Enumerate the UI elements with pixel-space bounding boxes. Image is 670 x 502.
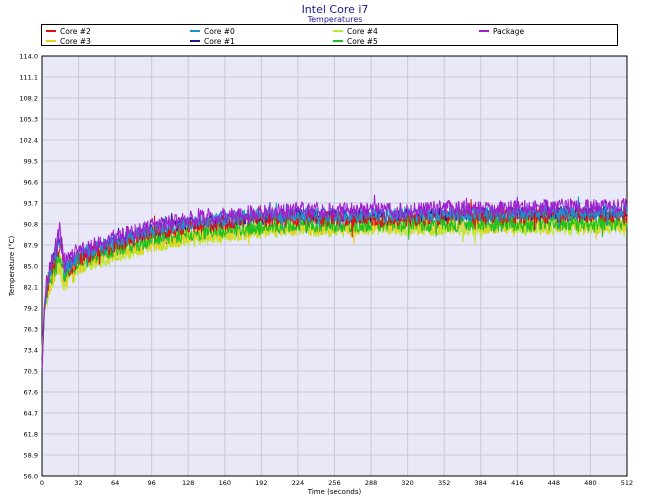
chart-title: Intel Core i7 xyxy=(301,3,369,16)
y-tick-label: 76.3 xyxy=(24,326,38,334)
legend-label: Core #3 xyxy=(60,36,91,46)
x-tick-label: 288 xyxy=(365,479,377,487)
legend-label: Package xyxy=(493,26,525,36)
y-tick-label: 82.1 xyxy=(24,284,38,292)
series-line-package xyxy=(41,194,628,368)
y-tick-label: 70.5 xyxy=(24,368,38,376)
x-tick-label: 320 xyxy=(401,479,413,487)
y-tick-label: 102.4 xyxy=(19,137,38,145)
y-tick-label: 114.0 xyxy=(19,53,38,61)
x-tick-label: 512 xyxy=(621,479,633,487)
y-tick-label: 58.9 xyxy=(24,452,38,460)
legend-swatch xyxy=(479,30,489,32)
y-tick-label: 105.3 xyxy=(19,116,38,124)
legend-item: Core #1 xyxy=(190,36,235,46)
legend-swatch xyxy=(46,30,56,32)
chart-subtitle: Temperatures xyxy=(307,15,363,24)
y-tick-label: 96.6 xyxy=(24,179,38,187)
x-tick-label: 128 xyxy=(182,479,194,487)
series-line-core-5 xyxy=(41,207,628,357)
x-tick-label: 64 xyxy=(111,479,119,487)
x-tick-label: 384 xyxy=(475,479,487,487)
legend-item: Core #2 xyxy=(46,26,91,36)
y-tick-label: 61.8 xyxy=(24,431,38,439)
y-tick-label: 67.6 xyxy=(24,389,38,397)
y-tick-label: 99.5 xyxy=(24,158,38,166)
legend-swatch xyxy=(190,30,200,32)
plot-frame xyxy=(41,55,628,477)
x-tick-label: 192 xyxy=(255,479,267,487)
legend-swatch xyxy=(333,30,343,32)
legend: Core #2 Core #0 Core #4 Package Core #3 Core … xyxy=(41,24,618,46)
legend-label: Core #1 xyxy=(204,36,235,46)
x-axis-label: Time (seconds) xyxy=(307,488,362,496)
x-tick-label: 32 xyxy=(74,479,82,487)
legend-item: Core #0 xyxy=(190,26,235,36)
legend-item: Core #5 xyxy=(333,36,378,46)
x-tick-label: 480 xyxy=(584,479,596,487)
y-tick-label: 64.7 xyxy=(24,410,38,418)
y-tick-label: 93.7 xyxy=(24,200,38,208)
legend-item: Package xyxy=(479,26,524,36)
y-tick-label: 111.1 xyxy=(19,74,38,82)
x-tick-label: 352 xyxy=(438,479,450,487)
x-tick-label: 448 xyxy=(548,479,560,487)
legend-label: Core #2 xyxy=(60,26,91,36)
legend-swatch xyxy=(46,40,56,42)
y-tick-label: 85.0 xyxy=(24,263,38,271)
y-tick-label: 87.9 xyxy=(24,242,38,250)
x-tick-label: 96 xyxy=(148,479,156,487)
legend-swatch xyxy=(190,40,200,42)
y-tick-label: 73.4 xyxy=(24,347,38,355)
legend-label: Core #0 xyxy=(204,26,235,36)
legend-item: Core #3 xyxy=(46,36,91,46)
legend-label: Core #5 xyxy=(347,36,378,46)
y-tick-label: 108.2 xyxy=(19,95,38,103)
x-tick-label: 224 xyxy=(292,479,304,487)
legend-swatch xyxy=(333,40,343,42)
y-tick-label: 56.0 xyxy=(24,473,38,481)
y-tick-label: 79.2 xyxy=(24,305,38,313)
x-tick-label: 0 xyxy=(40,479,44,487)
x-tick-label: 160 xyxy=(219,479,231,487)
y-axis-label: Temperature (°C) xyxy=(8,236,16,298)
y-tick-label: 90.8 xyxy=(24,221,38,229)
x-tick-label: 256 xyxy=(328,479,340,487)
legend-item: Core #4 xyxy=(333,26,378,36)
x-tick-label: 416 xyxy=(511,479,523,487)
legend-label: Core #4 xyxy=(347,26,378,36)
